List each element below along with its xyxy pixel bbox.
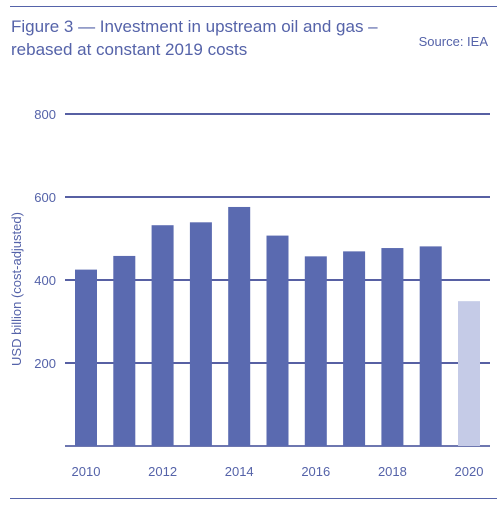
bar-2014 — [228, 206, 251, 446]
bar-2012 — [151, 225, 174, 446]
x-tick-label: 2014 — [225, 464, 254, 479]
bottom-rule — [10, 498, 497, 499]
x-tick-label: 2016 — [301, 464, 330, 479]
bar-2011 — [113, 255, 136, 446]
y-tick-labels: 200 400 600 800 — [34, 107, 56, 371]
x-tick-label: 2010 — [72, 464, 101, 479]
bar-2016 — [304, 256, 327, 446]
source-label: Source: IEA — [418, 34, 488, 49]
x-tick-labels: 2010 2012 2014 2016 2018 2020 — [72, 464, 484, 479]
top-rule — [10, 6, 497, 7]
y-tick-label: 800 — [34, 107, 56, 122]
bar-2015 — [266, 235, 289, 446]
x-tick-label: 2020 — [455, 464, 484, 479]
bar-2013 — [189, 222, 212, 446]
y-tick-label: 600 — [34, 190, 56, 205]
bar-2020 — [458, 301, 480, 446]
bar-2019 — [419, 246, 442, 446]
y-axis-title: USD billion (cost-adjusted) — [9, 212, 24, 366]
y-tick-label: 400 — [34, 273, 56, 288]
y-tick-label: 200 — [34, 356, 56, 371]
bars — [75, 206, 480, 446]
bar-2010 — [75, 269, 97, 446]
x-tick-label: 2018 — [378, 464, 407, 479]
bar-2018 — [381, 248, 404, 446]
x-tick-label: 2012 — [148, 464, 177, 479]
bar-2017 — [343, 251, 366, 446]
chart-title: Figure 3 — Investment in upstream oil an… — [11, 17, 378, 59]
